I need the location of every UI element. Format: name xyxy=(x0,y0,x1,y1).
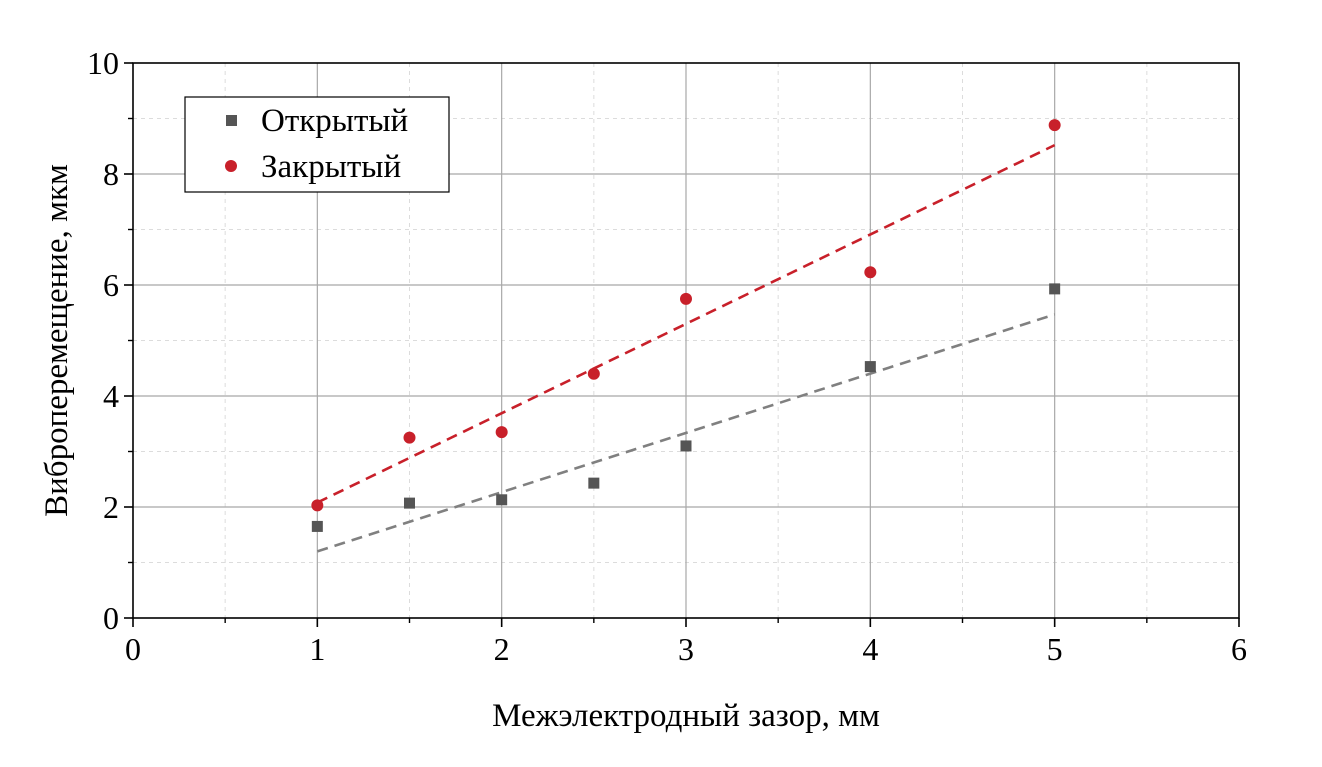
x-tick-label: 0 xyxy=(125,631,141,667)
x-tick-label: 6 xyxy=(1231,631,1247,667)
y-axis-title: Виброперемещение, мкм xyxy=(39,164,75,517)
legend-label-open: Открытый xyxy=(261,103,408,139)
y-tick-label: 10 xyxy=(87,45,119,81)
tick-labels: 0 1 2 3 4 5 6 0 2 4 6 8 10 xyxy=(87,45,1247,667)
point-open xyxy=(1049,283,1061,295)
legend-marker-square xyxy=(226,115,237,126)
y-tick-label: 2 xyxy=(103,489,119,525)
point-closed xyxy=(403,431,416,444)
legend-box xyxy=(184,96,450,193)
x-tick-label: 5 xyxy=(1047,631,1063,667)
point-closed xyxy=(1048,119,1061,132)
point-closed xyxy=(495,426,508,439)
y-tick-label: 8 xyxy=(103,156,119,192)
trendlines xyxy=(316,143,1056,553)
point-open xyxy=(864,361,876,373)
point-closed xyxy=(311,499,324,512)
point-closed xyxy=(864,266,877,279)
y-tick-label: 4 xyxy=(103,378,119,414)
x-tick-label: 1 xyxy=(309,631,325,667)
trendline-open xyxy=(316,313,1056,553)
point-open xyxy=(680,440,692,452)
point-open xyxy=(404,497,415,509)
x-tick-label: 3 xyxy=(678,631,694,667)
trendline-closed xyxy=(316,143,1056,504)
legend-label-closed: Закрытый xyxy=(261,149,401,185)
point-closed xyxy=(587,367,600,380)
x-axis-title: Межэлектродный зазор, мм xyxy=(492,698,880,734)
point-open xyxy=(588,477,600,489)
point-open xyxy=(496,494,508,506)
point-open xyxy=(311,520,323,532)
axis-ticks xyxy=(124,62,1240,627)
y-tick-label: 6 xyxy=(103,267,119,303)
x-tick-label: 2 xyxy=(494,631,510,667)
data-points xyxy=(311,119,1061,532)
y-tick-label: 0 xyxy=(103,600,119,636)
x-tick-label: 4 xyxy=(862,631,878,667)
legend-marker-circle xyxy=(225,160,237,172)
point-closed xyxy=(680,292,692,305)
legend: Открытый Закрытый xyxy=(184,96,450,193)
